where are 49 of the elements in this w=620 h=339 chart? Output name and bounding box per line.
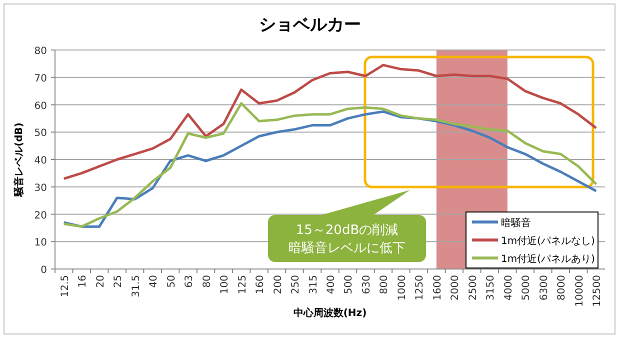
y-tick-label: 0 xyxy=(40,265,47,276)
x-tick-label: 20 xyxy=(95,275,106,288)
x-tick-label: 250 xyxy=(290,275,302,294)
annotation: 暗騒音レベルに低下 xyxy=(288,241,406,256)
x-tick-label: 10000 xyxy=(574,275,586,307)
x-tick-label: 800 xyxy=(379,275,390,294)
x-tick-label: 1250 xyxy=(414,275,426,300)
x-tick-label: 12500 xyxy=(592,275,604,307)
y-tick-label: 10 xyxy=(34,238,47,249)
x-tick-label: 3150 xyxy=(486,275,497,300)
x-tick-label: 315 xyxy=(308,275,320,294)
x-tick-label: 12.5 xyxy=(60,275,71,298)
y-axis-title: 騒音レベル(dB) xyxy=(13,122,25,198)
y-tick-label: 40 xyxy=(34,156,47,166)
y-tick-label: 30 xyxy=(34,182,47,194)
x-tick-label: 1600 xyxy=(432,275,444,300)
x-tick-label: 2000 xyxy=(450,275,462,300)
annotation: 15～20dBの削減 xyxy=(296,223,398,238)
y-tick-label: 80 xyxy=(34,46,47,57)
x-tick-label: 8000 xyxy=(556,275,568,300)
x-tick-label: 6300 xyxy=(538,275,550,300)
x-tick-label: 100 xyxy=(220,275,231,294)
x-tick-label: 1000 xyxy=(396,275,408,300)
y-tick-label: 50 xyxy=(34,128,47,140)
x-tick-label: 2500 xyxy=(468,275,479,300)
x-tick-label: 31.5 xyxy=(130,275,142,298)
legend-label: 1m付近(パネルあり) xyxy=(501,253,596,265)
x-tick-label: 40 xyxy=(148,275,160,288)
chart-title: ショベルカー xyxy=(259,15,361,35)
x-axis-title: 中心周波数(Hz) xyxy=(293,307,367,319)
x-tick-label: 400 xyxy=(326,275,337,294)
line-series xyxy=(62,64,598,180)
x-tick-label: 50 xyxy=(166,275,178,288)
x-tick-label: 125 xyxy=(237,275,248,294)
x-tick-label: 16 xyxy=(78,275,89,288)
x-tick-label: 160 xyxy=(255,275,266,294)
x-tick-label: 80 xyxy=(202,275,213,288)
y-tick-label: 20 xyxy=(34,210,47,222)
legend-label: 1m付近(パネルなし) xyxy=(501,235,596,247)
x-tick-label: 63 xyxy=(184,275,196,288)
x-tick-label: 25 xyxy=(113,275,124,288)
x-tick-label: 200 xyxy=(272,275,284,294)
y-tick-label: 60 xyxy=(34,100,47,112)
legend-label: 暗騒音 xyxy=(501,217,531,229)
x-tick-label: 5000 xyxy=(521,275,532,300)
y-tick-label: 70 xyxy=(34,73,47,84)
x-tick-label: 630 xyxy=(361,275,372,294)
x-tick-label: 500 xyxy=(344,275,355,294)
x-tick-label: 4000 xyxy=(503,275,514,300)
